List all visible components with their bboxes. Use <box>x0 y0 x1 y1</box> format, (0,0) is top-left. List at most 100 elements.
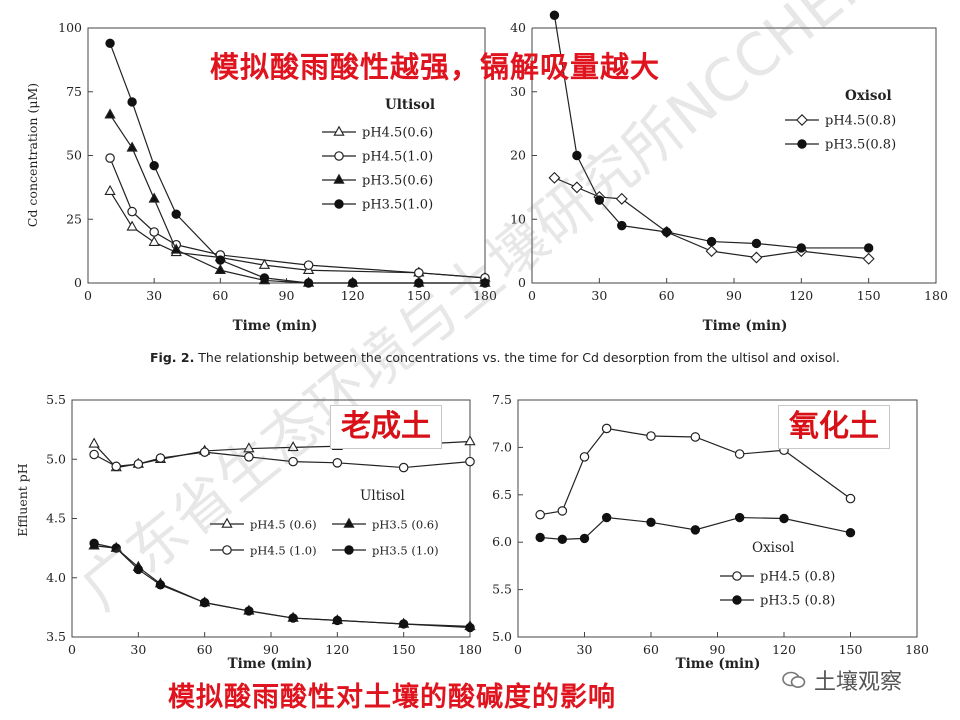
data-point <box>646 431 656 441</box>
legend-label: pH3.5(0.6) <box>362 174 433 189</box>
data-point <box>690 525 701 535</box>
x-tick-label: 150 <box>857 288 881 303</box>
data-point <box>617 220 627 231</box>
data-point <box>557 506 568 516</box>
series-line <box>109 43 485 284</box>
y-tick-label: 5.5 <box>492 582 512 597</box>
data-point <box>549 10 560 20</box>
data-point <box>127 97 137 107</box>
x-tick-label: 60 <box>643 642 659 657</box>
data-point <box>863 243 874 253</box>
x-tick-label: 0 <box>68 642 76 657</box>
data-point <box>199 447 210 457</box>
data-point <box>414 267 424 278</box>
legend-marker <box>221 517 233 528</box>
data-point <box>104 184 116 195</box>
legend-label: pH4.5(0.8) <box>825 114 896 129</box>
data-point <box>244 452 254 462</box>
data-point <box>465 622 475 633</box>
x-axis-label: Time (min) <box>676 656 761 672</box>
chart-title: Oxisol <box>845 88 892 104</box>
data-point <box>845 528 856 538</box>
data-point <box>706 236 717 247</box>
series-line <box>109 157 486 279</box>
x-tick-label: 0 <box>528 288 536 303</box>
chart-cd-ultisol: 0 30 60 90 120 150 180 0 25 50 75 100 Time (min) Cd c… <box>25 20 497 334</box>
data-point <box>862 252 875 265</box>
data-point <box>480 278 490 288</box>
series-line <box>93 451 471 469</box>
ultisol-chinese-label: 老成土 <box>330 405 442 449</box>
legend: pH4.5(0.6) pH4.5(1.0) pH3.5(0.6) pH3.5(1.0) <box>322 126 433 213</box>
legend-marker <box>222 545 232 555</box>
y-tick-label: 5.0 <box>492 629 512 644</box>
x-tick-label: 120 <box>325 642 349 657</box>
data-point <box>615 192 628 205</box>
series-1 <box>549 10 874 253</box>
legend-marker <box>333 173 345 184</box>
data-point <box>155 453 166 463</box>
chart-title: Oxisol <box>752 540 794 556</box>
series-3 <box>105 38 490 288</box>
x-tick-label: 60 <box>212 288 228 303</box>
data-point <box>171 209 181 219</box>
legend-marker <box>333 125 345 136</box>
legend-marker <box>334 151 344 161</box>
series-0 <box>548 171 875 265</box>
x-tick-label: 180 <box>924 288 948 303</box>
data-point <box>133 564 144 575</box>
data-point <box>105 38 115 48</box>
x-axis-label: Time (min) <box>233 318 318 334</box>
legend-label: pH4.5 (0.8) <box>760 570 835 585</box>
data-point <box>149 227 159 237</box>
series-0 <box>535 423 856 520</box>
y-axis-label: Effluent pH <box>15 463 30 537</box>
data-point <box>303 260 314 270</box>
data-point <box>111 543 121 553</box>
data-point <box>601 423 612 434</box>
legend-label: pH3.5 (0.8) <box>760 594 835 609</box>
y-tick-label: 40 <box>510 20 526 35</box>
data-point <box>579 452 590 462</box>
legend-label: pH4.5 (0.6) <box>250 518 317 532</box>
y-tick-label: 20 <box>510 148 526 163</box>
x-tick-label: 30 <box>577 642 593 657</box>
x-axis-label: Time (min) <box>228 656 313 672</box>
data-point <box>332 615 343 626</box>
data-point <box>288 456 298 467</box>
data-point <box>215 255 226 265</box>
data-point <box>464 435 476 446</box>
data-point <box>548 171 561 184</box>
legend: pH4.5 (0.6) pH3.5 (0.6) pH4.5 (1.0) pH3.5 (… <box>210 518 439 558</box>
series-2 <box>89 447 475 473</box>
x-tick-label: 30 <box>591 288 607 303</box>
x-tick-label: 150 <box>407 288 431 303</box>
legend: pH4.5 (0.8) pH3.5 (0.8) <box>720 570 835 609</box>
x-axis-label: Time (min) <box>703 318 788 334</box>
x-tick-label: 120 <box>772 642 796 657</box>
data-point <box>258 258 271 269</box>
data-point <box>570 181 583 194</box>
x-tick-label: 120 <box>789 288 813 303</box>
data-point <box>690 432 701 442</box>
legend-marker <box>732 571 742 581</box>
data-point <box>465 456 475 467</box>
legend-label: pH3.5(1.0) <box>362 198 433 213</box>
headline-top: 模拟酸雨酸性越强，镉解吸量越大 <box>210 50 661 84</box>
data-point <box>646 517 656 527</box>
y-axis-label: Cd concentration (μM) <box>25 83 40 227</box>
data-point <box>601 512 612 523</box>
y-tick-label: 10 <box>510 211 526 226</box>
y-tick-label: 4.5 <box>46 511 66 526</box>
figure-caption-label: Fig. 2. <box>150 350 195 365</box>
y-tick-label: 25 <box>66 211 82 226</box>
data-point <box>414 278 424 288</box>
x-tick-label: 180 <box>458 642 482 657</box>
data-point <box>148 235 160 246</box>
data-point <box>288 613 298 623</box>
headline-bottom: 模拟酸雨酸性对土壤的酸碱度的影响 <box>168 682 616 713</box>
data-point <box>796 243 807 253</box>
data-point <box>347 278 358 288</box>
chart-title: Ultisol <box>360 488 405 504</box>
data-point <box>126 141 138 152</box>
